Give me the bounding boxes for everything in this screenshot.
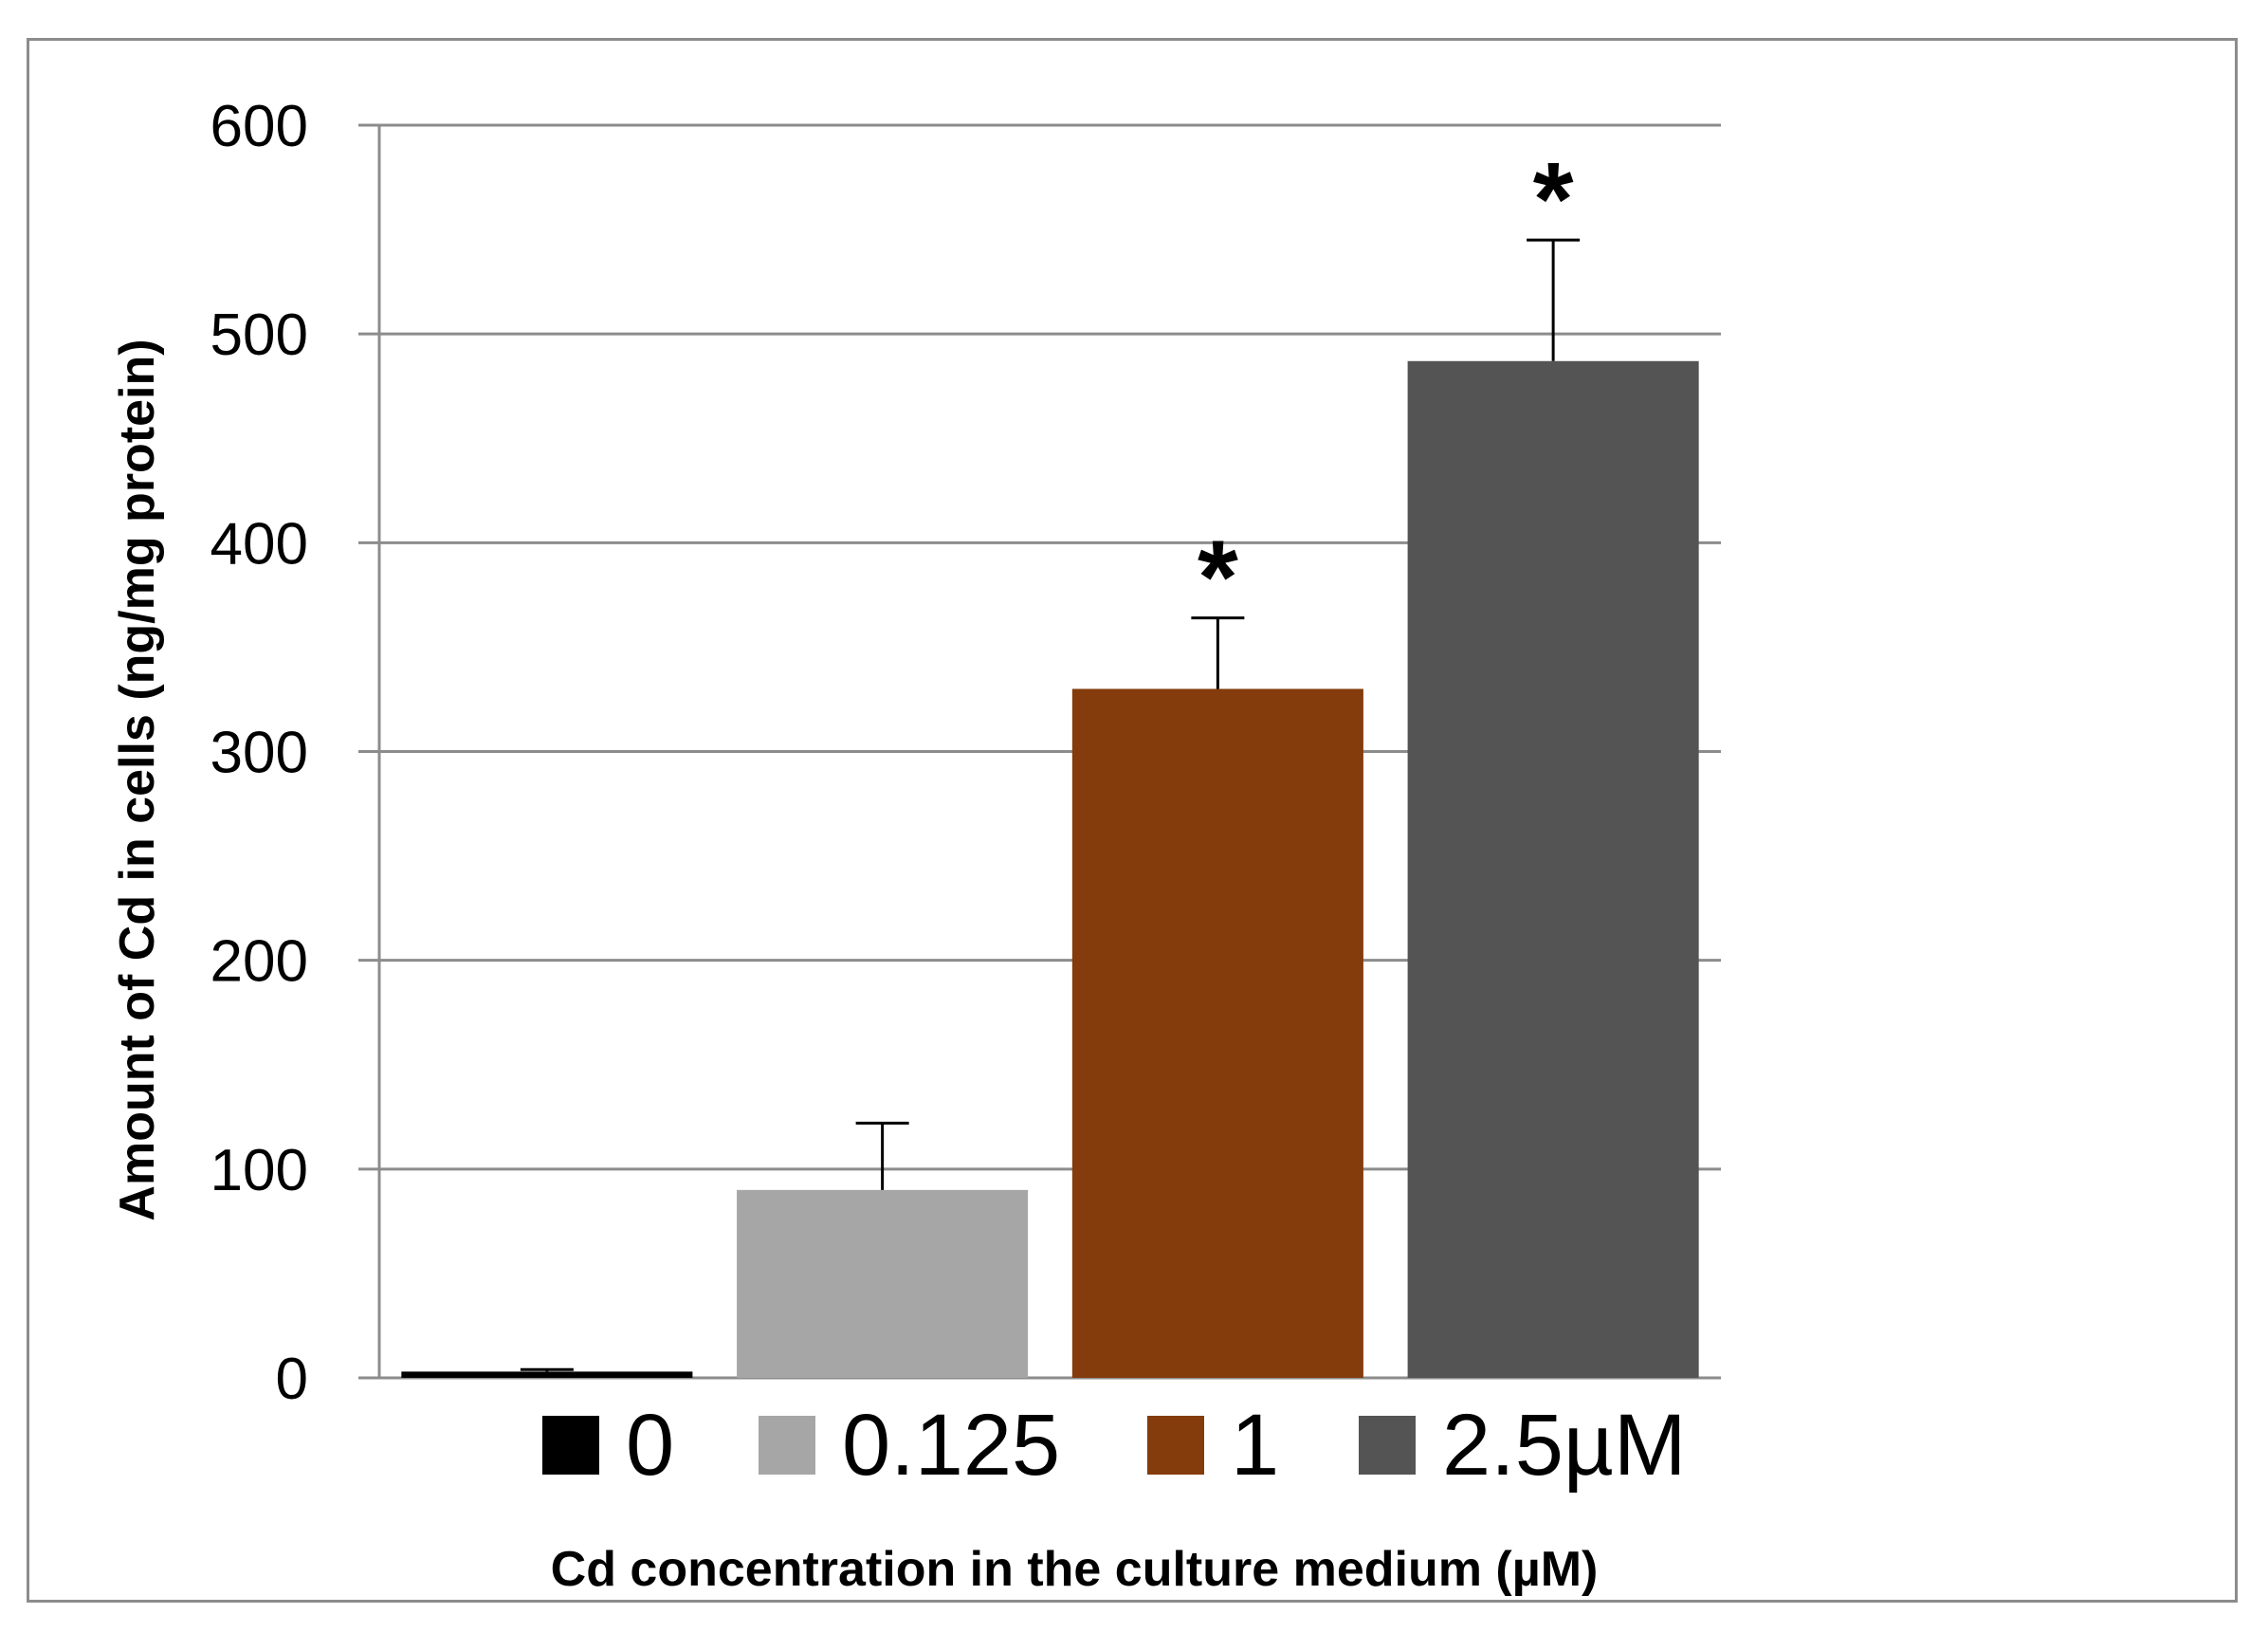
- y-tick-label-500: 500: [210, 303, 308, 368]
- bar-0.125: [737, 1189, 1029, 1378]
- legend-swatch-2.5µM: [1359, 1416, 1416, 1475]
- significance-star-1: *: [1198, 520, 1238, 636]
- legend-label-0: 0: [626, 1397, 674, 1494]
- y-tick-label-0: 0: [276, 1347, 308, 1412]
- legend-swatch-0: [542, 1416, 599, 1475]
- significance-markers: **: [1198, 141, 1574, 636]
- significance-star-2.5µM: *: [1533, 141, 1574, 258]
- legend-swatch-1: [1147, 1416, 1204, 1475]
- y-tick-labels: 0 100 200 300 400 500 600: [210, 94, 308, 1412]
- legend-label-0.125: 0.125: [842, 1397, 1060, 1494]
- bar-2.5µM: [1407, 360, 1699, 1378]
- bar-0: [401, 1371, 693, 1378]
- x-axis-title: Cd concentration in the culture medium (…: [551, 1542, 1599, 1597]
- y-tick-label-100: 100: [210, 1138, 308, 1203]
- legend-swatch-0.125: [759, 1416, 815, 1475]
- legend-label-1: 1: [1231, 1397, 1279, 1494]
- legend: 0 0.125 1 2.5µM: [542, 1397, 1687, 1494]
- y-tick-label-200: 200: [210, 929, 308, 995]
- y-axis-title: Amount of Cd in cells (ng/mg protein): [110, 339, 165, 1220]
- bar-1: [1071, 688, 1363, 1378]
- y-tick-label-300: 300: [210, 721, 308, 786]
- y-tick-label-600: 600: [210, 94, 308, 159]
- bars: [401, 360, 1699, 1378]
- legend-label-2.5µM: 2.5µM: [1442, 1397, 1687, 1494]
- error-bars: [520, 238, 1581, 1372]
- y-tick-label-400: 400: [210, 511, 308, 577]
